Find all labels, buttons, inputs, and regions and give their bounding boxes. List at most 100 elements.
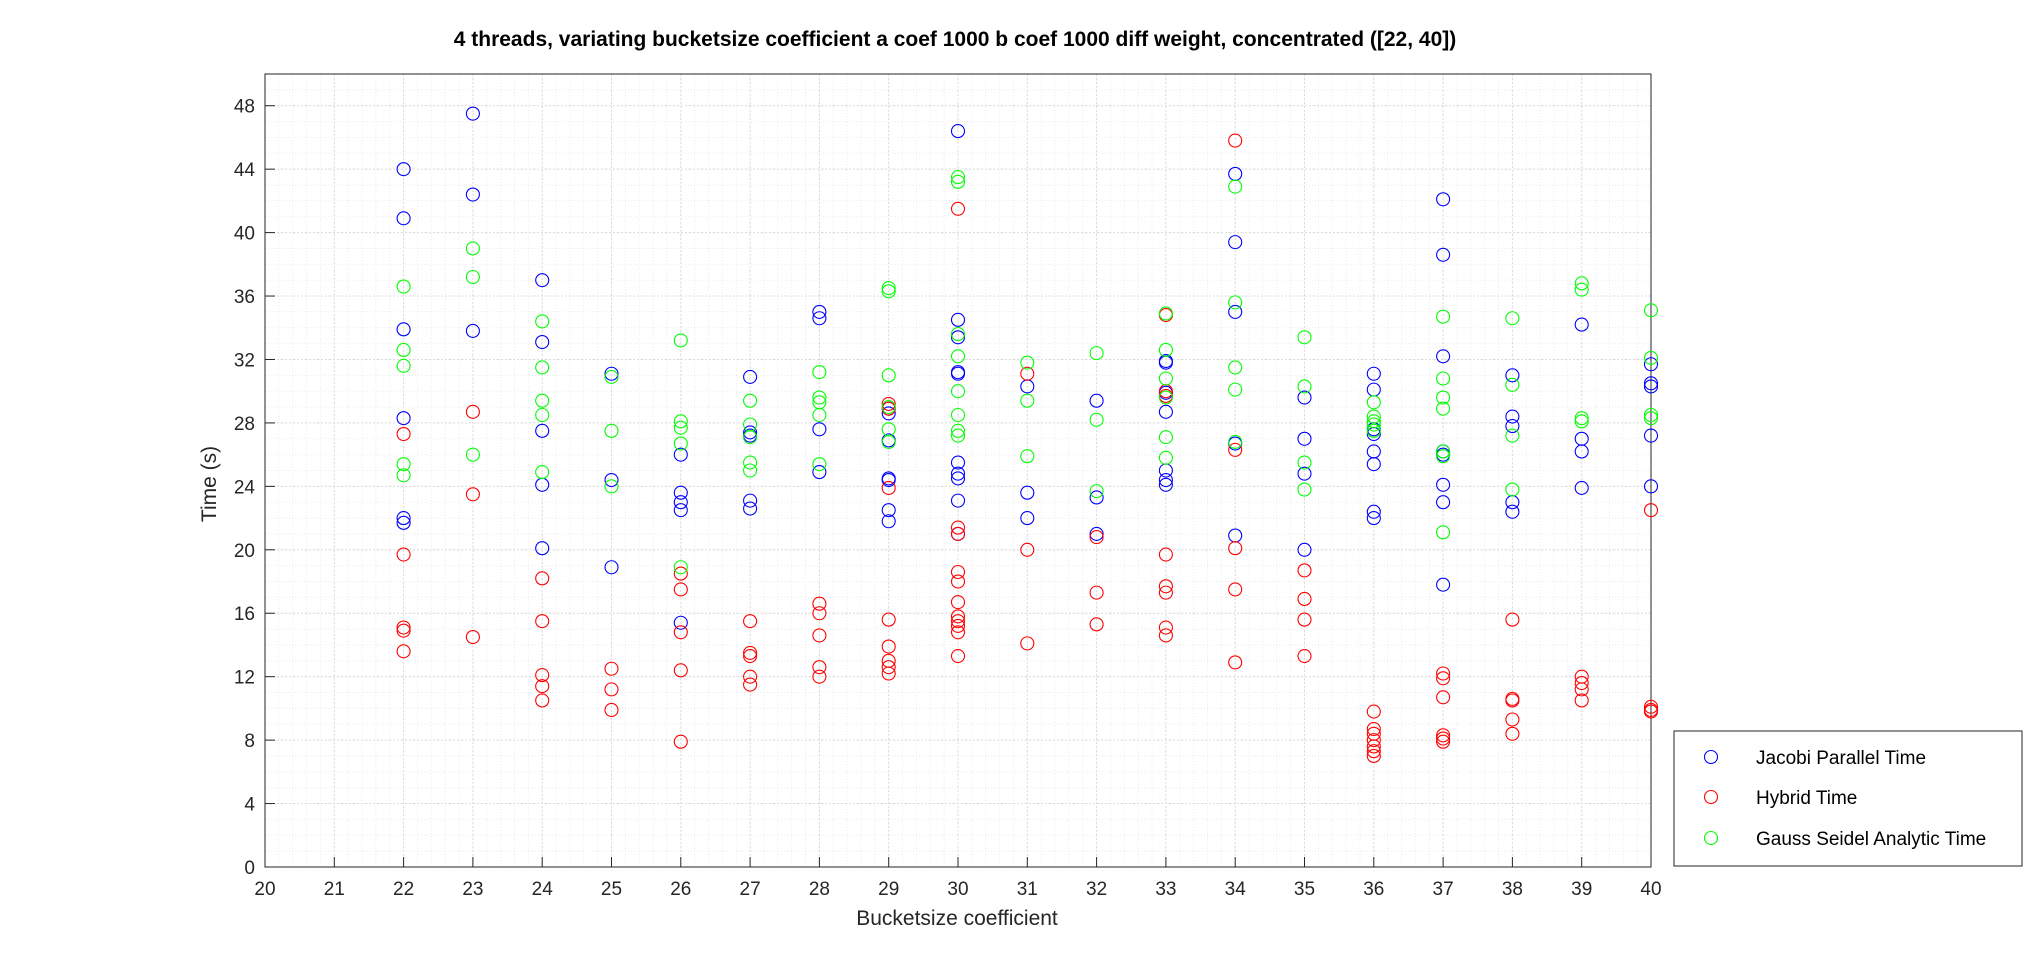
data-point [396, 342, 411, 358]
data-point [881, 396, 896, 411]
data-point [881, 660, 896, 675]
y-tick-label: 24 [234, 477, 256, 498]
data-point [1436, 728, 1451, 743]
data-point [1366, 504, 1381, 519]
data-point [1366, 721, 1381, 737]
data-point [535, 614, 550, 629]
data-point [396, 623, 411, 638]
data-point [1158, 579, 1173, 594]
data-point [950, 564, 966, 580]
data-point [1436, 671, 1451, 686]
data-point [1020, 366, 1035, 381]
data-point [950, 174, 966, 189]
data-point [881, 480, 896, 495]
data-point [396, 411, 411, 426]
data-point [396, 211, 411, 226]
x-tick-label: 33 [1155, 879, 1176, 900]
data-point [1643, 479, 1659, 494]
data-point [1505, 419, 1520, 434]
x-tick-label: 35 [1294, 879, 1315, 900]
data-point [673, 560, 688, 575]
data-point [950, 423, 966, 438]
data-point [1158, 472, 1173, 488]
data-point [881, 406, 896, 421]
data-point [1366, 457, 1381, 472]
data-point [396, 426, 411, 442]
data-point [881, 281, 896, 296]
data-point [1574, 411, 1589, 426]
data-point [1436, 349, 1451, 364]
data-point [396, 358, 411, 373]
x-tick-label: 27 [740, 879, 761, 900]
data-point [1228, 382, 1243, 397]
data-point [1643, 357, 1659, 372]
data-point [1158, 342, 1173, 358]
data-point [673, 615, 688, 630]
data-point [950, 614, 966, 629]
data-points [396, 106, 1659, 764]
x-tick-label: 31 [1017, 879, 1038, 900]
data-point [881, 284, 896, 299]
legend-label: Jacobi Parallel Time [1756, 748, 1926, 769]
data-point [812, 422, 827, 437]
data-point [1574, 682, 1589, 697]
data-point [535, 679, 550, 694]
data-point [743, 645, 758, 660]
data-point [465, 629, 480, 645]
x-tick-label: 28 [809, 879, 830, 900]
data-point [881, 400, 896, 415]
axis-ticks: 20 21 22 23 24 25 26 27 28 29 30 31 32 33 34 35 36 37 38 39… [234, 97, 1662, 900]
series-2 [396, 170, 1659, 575]
data-point [673, 485, 688, 500]
data-point [1643, 699, 1659, 714]
data-point [673, 582, 688, 597]
data-point [743, 677, 758, 692]
data-point [535, 273, 550, 288]
data-point [1574, 276, 1589, 291]
data-point [743, 369, 758, 384]
data-point [812, 465, 827, 480]
data-point [604, 560, 619, 575]
y-tick-label: 0 [244, 858, 255, 879]
data-point [1020, 393, 1035, 408]
data-point [1089, 585, 1104, 600]
data-point [396, 468, 411, 483]
data-point [1643, 428, 1659, 443]
data-point [1158, 390, 1173, 405]
data-point [743, 455, 758, 470]
data-point [881, 472, 896, 488]
y-tick-label: 32 [234, 350, 255, 371]
data-point [812, 407, 827, 423]
data-point [1643, 379, 1659, 394]
data-point [812, 606, 827, 621]
data-point [812, 304, 827, 319]
data-point [465, 487, 480, 502]
data-point [950, 466, 966, 481]
data-point [1366, 414, 1381, 429]
data-point [1366, 409, 1381, 424]
data-point [1436, 666, 1451, 681]
data-point [950, 201, 966, 216]
data-point [1089, 490, 1104, 505]
data-point [1020, 542, 1035, 557]
data-point [881, 514, 896, 529]
data-point [1505, 311, 1520, 326]
data-point [1089, 484, 1104, 499]
data-point [673, 447, 688, 462]
data-point [743, 430, 758, 445]
data-point [812, 660, 827, 675]
data-point [950, 609, 966, 624]
data-point [1643, 407, 1659, 423]
data-point [743, 463, 758, 478]
data-point [396, 644, 411, 659]
data-point [1089, 526, 1104, 541]
data-point [881, 612, 896, 627]
data-point [1436, 690, 1451, 705]
data-point [1436, 495, 1451, 510]
x-tick-label: 23 [462, 879, 483, 900]
data-point [950, 493, 966, 508]
data-point [673, 503, 688, 518]
data-point [1436, 477, 1451, 492]
data-point [1366, 366, 1381, 381]
legend-label: Hybrid Time [1756, 788, 1857, 809]
